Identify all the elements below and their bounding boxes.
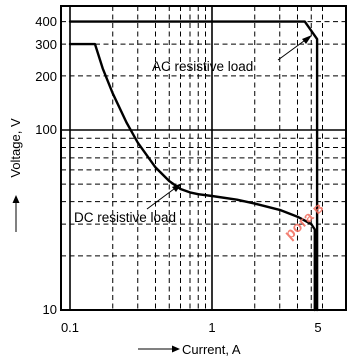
x-tick-label-0.1: 0.1 (61, 320, 79, 335)
ac-annotation-label: AC resistive load (152, 59, 253, 74)
ac-resistive-load-curve (68, 20, 319, 312)
dc-leader-line (146, 185, 179, 210)
x-axis-arrowhead (172, 345, 180, 353)
y-tick-label-300: 300 (35, 37, 57, 52)
dc-annotation-label: DC resistive load (74, 210, 176, 225)
axis-labels: 10 100 200 300 400 0.1 1 5 Current, A Vo… (8, 14, 322, 357)
x-tick-label-1: 1 (208, 320, 215, 335)
grid-lines (61, 6, 346, 311)
dc-resistive-load-curve (68, 42, 316, 312)
x-axis-label: Current, A (182, 342, 241, 357)
y-tick-label-400: 400 (35, 14, 57, 29)
watermark-text: рога в (281, 199, 327, 243)
y-tick-label-10: 10 (43, 302, 57, 317)
ac-leader-arrowhead (302, 35, 312, 44)
annotations: AC resistive load DC resistive load (74, 35, 312, 225)
y-tick-label-100: 100 (35, 122, 57, 137)
y-axis-arrowhead (12, 195, 20, 203)
y-tick-label-200: 200 (35, 69, 57, 84)
curves (68, 20, 319, 312)
plot-frame (60, 5, 347, 311)
ac-leader-line (277, 37, 309, 61)
y-axis-label: Voltage, V (8, 118, 23, 178)
x-tick-label-5: 5 (314, 320, 321, 335)
dc-leader-arrowhead (172, 183, 182, 192)
